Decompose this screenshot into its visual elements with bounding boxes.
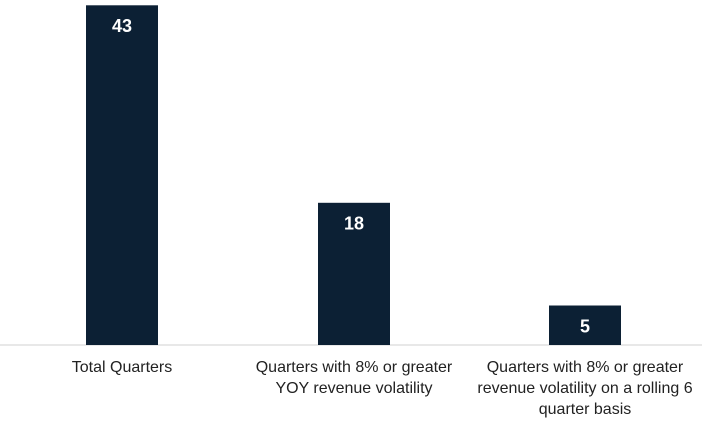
x-tick-label: Quarters with 8% or greater revenue vola… (477, 359, 693, 418)
value-label: 43 (112, 16, 132, 36)
value-label: 18 (344, 214, 364, 234)
x-tick-label: Total Quarters (71, 359, 173, 376)
value-label: 5 (580, 316, 590, 336)
x-tick-label: Quarters with 8% or greater YOY revenue … (255, 359, 453, 397)
bar (86, 5, 158, 346)
bar (549, 305, 621, 345)
bar (318, 202, 390, 345)
